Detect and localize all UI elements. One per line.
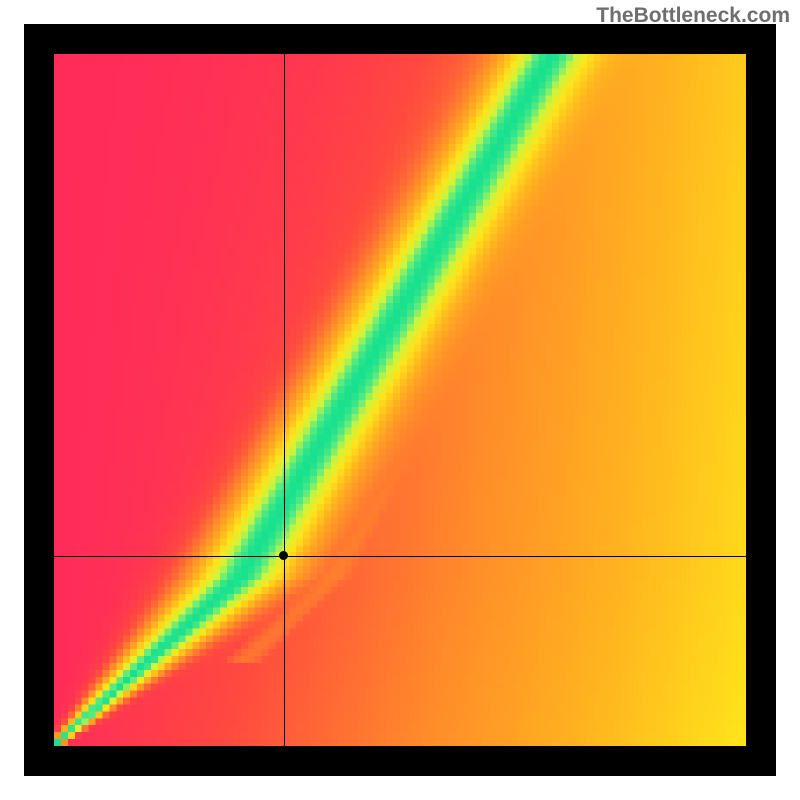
heatmap-canvas [54,54,746,746]
plot-frame [24,24,776,776]
crosshair-vertical [284,54,285,746]
watermark-text: TheBottleneck.com [596,4,790,28]
crosshair-horizontal [54,556,746,557]
plot-area [54,54,746,746]
